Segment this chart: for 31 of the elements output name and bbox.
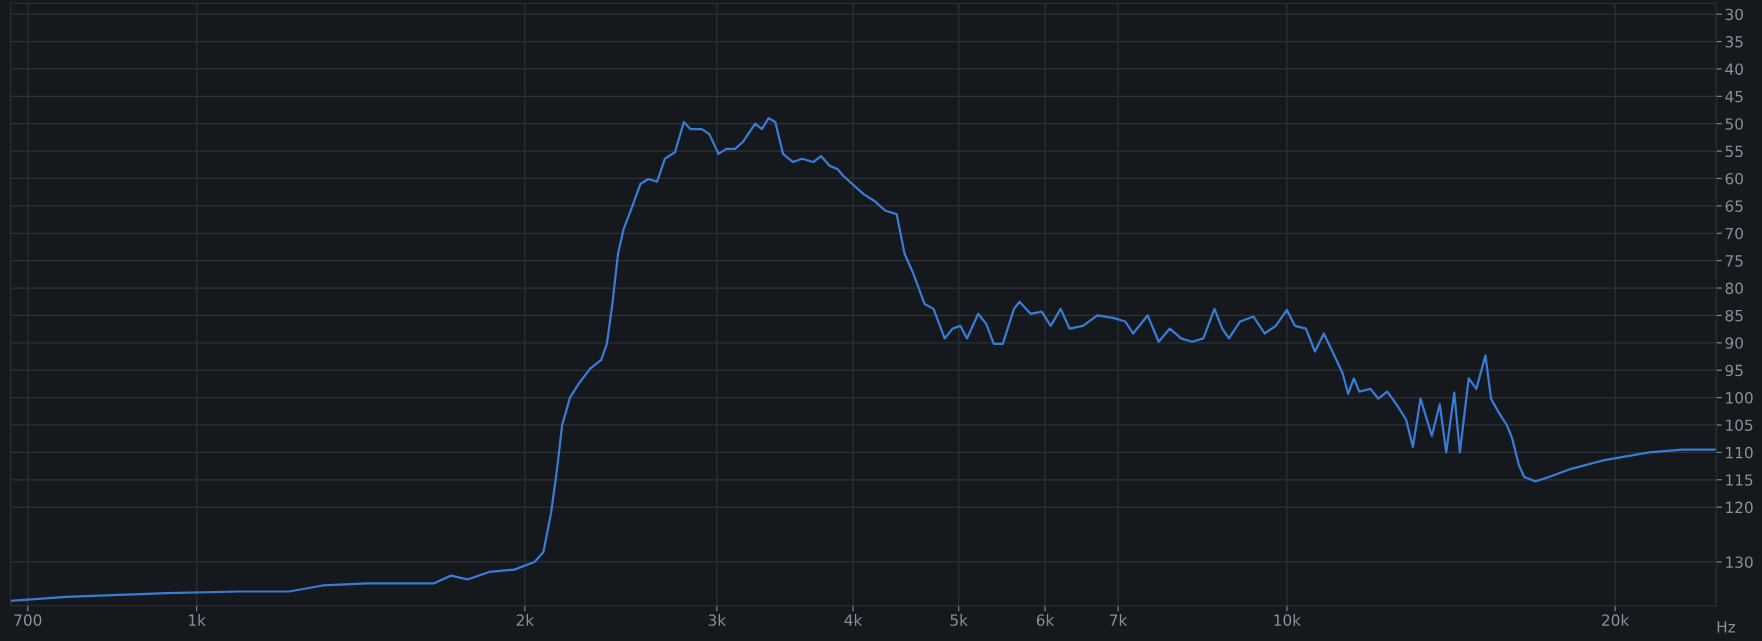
x-tick-label: 20k — [1602, 614, 1630, 626]
y-tick-label: 105 — [1726, 419, 1753, 431]
y-tick-label: 130 — [1726, 556, 1753, 568]
y-tick-label: 70 — [1725, 227, 1743, 240]
x-tick-label: 10k — [1274, 614, 1302, 626]
y-tick-label: 35 — [1725, 36, 1743, 48]
y-tick-label: 80 — [1725, 282, 1743, 295]
y-tick-label: 40 — [1725, 63, 1743, 75]
y-tick-label: 60 — [1725, 172, 1743, 185]
x-tick-label: 1k — [189, 614, 206, 626]
x-tick-label: 700 — [14, 614, 42, 626]
y-tick-label: 110 — [1726, 446, 1753, 459]
y-tick-label: 50 — [1725, 118, 1743, 130]
y-tick-label: 100 — [1726, 392, 1753, 404]
x-tick-label: 7k — [1110, 614, 1128, 626]
y-tick-label: 90 — [1725, 337, 1743, 349]
y-tick-label: 45 — [1725, 90, 1743, 103]
y-tick-label: 115 — [1726, 474, 1753, 486]
x-tick-label: 5k — [950, 614, 968, 626]
y-tick-label: 65 — [1725, 200, 1743, 212]
y-tick-label: 75 — [1725, 255, 1743, 267]
x-axis-title: Hz — [1717, 621, 1736, 633]
x-tick-label: 4k — [844, 614, 863, 626]
y-tick-label: 85 — [1725, 309, 1743, 322]
x-tick-label: 2k — [516, 614, 535, 626]
y-tick-label: 95 — [1725, 364, 1743, 377]
y-tick-label: 120 — [1726, 501, 1753, 514]
y-tick-label: 55 — [1725, 145, 1743, 158]
y-tick-label: 30 — [1725, 8, 1743, 21]
x-tick-label: 3k — [708, 614, 727, 626]
x-tick-label: 6k — [1036, 614, 1055, 626]
